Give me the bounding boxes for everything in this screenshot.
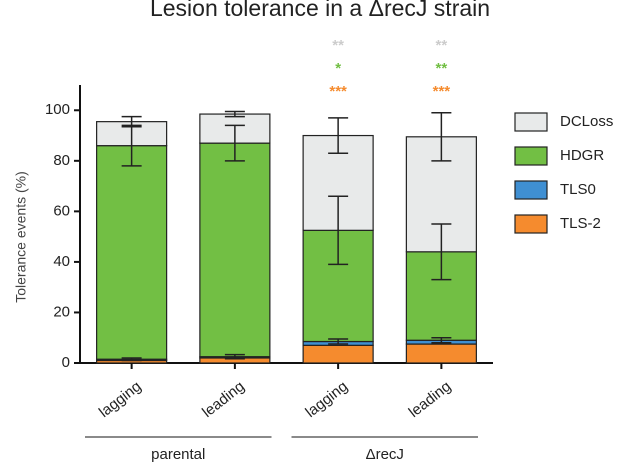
- error-bar: [328, 338, 349, 345]
- error-bar: [431, 336, 452, 344]
- x-tick-label: leading: [406, 378, 455, 421]
- y-tick-label: 60: [53, 202, 70, 219]
- significance: ***: [329, 83, 347, 100]
- x-tick-label: leading: [199, 378, 248, 421]
- error-bar: [121, 115, 142, 128]
- y-tick-label: 20: [53, 303, 70, 320]
- legend-swatch: [514, 112, 548, 132]
- y-axis-label: Tolerance events (%): [13, 171, 29, 303]
- y-tick-label: 0: [62, 354, 70, 371]
- bar-segment: [199, 142, 271, 358]
- x-tick-label: lagging: [96, 378, 145, 421]
- significance: **: [436, 60, 448, 77]
- legend-swatch: [514, 180, 548, 200]
- y-tick-label: 80: [53, 152, 70, 169]
- significance: *: [335, 60, 341, 77]
- group-label: parental: [151, 446, 205, 463]
- bar-segment: [405, 343, 477, 364]
- significance: **: [436, 37, 448, 54]
- error-bar: [224, 353, 245, 360]
- bar-segment: [96, 145, 168, 360]
- legend-label: HDGR: [560, 147, 604, 164]
- chart-title: Lesion tolerance in a ΔrecJ strain: [150, 0, 490, 21]
- error-bar: [121, 357, 142, 362]
- legend-label: DCLoss: [560, 113, 613, 130]
- error-bar: [224, 110, 245, 118]
- legend-label: TLS-2: [560, 215, 601, 232]
- x-tick-label: lagging: [302, 378, 351, 421]
- y-tick-label: 100: [45, 101, 70, 118]
- error-bar: [328, 195, 349, 266]
- significance: **: [332, 37, 344, 54]
- error-bar: [431, 112, 452, 162]
- legend-swatch: [514, 146, 548, 166]
- legend-label: TLS0: [560, 181, 596, 198]
- group-label: ΔrecJ: [366, 446, 404, 463]
- error-bar: [431, 223, 452, 281]
- legend-swatch: [514, 214, 548, 234]
- significance: ***: [433, 83, 451, 100]
- bar-segment: [302, 344, 374, 364]
- error-bar: [224, 124, 245, 162]
- y-tick-label: 40: [53, 253, 70, 270]
- error-bar: [328, 117, 349, 154]
